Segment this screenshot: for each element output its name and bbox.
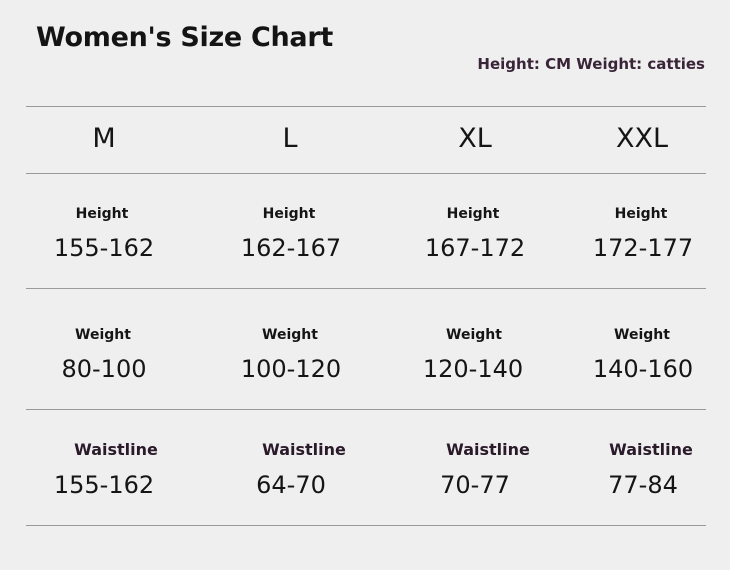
- weight-value-xl: 120-140: [422, 355, 524, 383]
- weight-label-m: Weight: [75, 327, 131, 343]
- divider-bottom: [26, 525, 706, 526]
- waistline-value-m: 155-162: [53, 471, 155, 499]
- height-label-xl: Height: [446, 206, 500, 222]
- waistline-label-l: Waistline: [262, 440, 346, 459]
- waistline-label-xl: Waistline: [446, 440, 530, 459]
- divider-header: [26, 173, 706, 174]
- size-header-xxl: XXL: [615, 123, 669, 154]
- weight-value-l: 100-120: [240, 355, 342, 383]
- divider-top: [26, 106, 706, 107]
- waistline-value-l: 64-70: [256, 471, 326, 499]
- weight-value-xxl: 140-160: [592, 355, 694, 383]
- height-value-m: 155-162: [53, 234, 155, 262]
- size-header-m: M: [92, 123, 116, 154]
- height-value-l: 162-167: [240, 234, 342, 262]
- height-label-l: Height: [262, 206, 316, 222]
- weight-label-l: Weight: [262, 327, 318, 343]
- weight-label-xl: Weight: [446, 327, 502, 343]
- divider-height: [26, 288, 706, 289]
- height-value-xxl: 172-177: [592, 234, 694, 262]
- divider-weight: [26, 409, 706, 410]
- waistline-label-xxl: Waistline: [609, 440, 693, 459]
- height-label-m: Height: [75, 206, 129, 222]
- weight-label-xxl: Weight: [614, 327, 670, 343]
- units-note: Height: CM Weight: catties: [477, 55, 705, 73]
- height-label-xxl: Height: [614, 206, 668, 222]
- weight-value-m: 80-100: [61, 355, 147, 383]
- page-title: Women's Size Chart: [36, 22, 333, 53]
- height-value-xl: 167-172: [424, 234, 526, 262]
- waistline-label-m: Waistline: [74, 440, 158, 459]
- waistline-value-xl: 70-77: [440, 471, 510, 499]
- waistline-value-xxl: 77-84: [608, 471, 678, 499]
- size-header-l: L: [282, 123, 298, 154]
- size-header-xl: XL: [458, 123, 492, 154]
